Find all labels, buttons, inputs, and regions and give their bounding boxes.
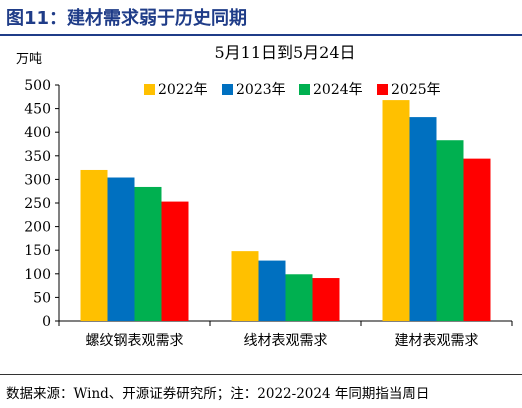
category-label: 线材表观需求	[244, 333, 328, 349]
bar-chart: 5月11日到5月24日 万吨 2022年 2023年 2024年 2025年 0 50 1…	[16, 43, 513, 349]
y-tick-label: 350	[24, 149, 51, 165]
bar	[436, 140, 464, 321]
y-axis-label: 万吨	[16, 52, 42, 67]
x-axis: 螺纹钢表观需求 线材表观需求 建材表观需求	[58, 320, 513, 349]
legend-label: 2023年	[236, 82, 286, 98]
legend-swatch	[222, 84, 233, 95]
bar	[161, 201, 189, 321]
footer-rule	[0, 374, 522, 375]
source-note: 数据来源：Wind、开源证券研究所；注：2022-2024 年同期指当周日	[6, 386, 430, 402]
y-tick-label: 0	[42, 314, 51, 330]
bar	[312, 278, 340, 321]
bars	[80, 100, 491, 321]
bar	[231, 251, 259, 321]
figure-title: 图11：建材需求弱于历史同期	[6, 8, 248, 29]
y-tick-label: 150	[24, 243, 51, 259]
y-tick-label: 50	[33, 290, 51, 306]
bar	[463, 158, 491, 321]
category-label: 螺纹钢表观需求	[86, 333, 184, 349]
y-tick-label: 500	[24, 78, 51, 94]
y-axis: 0 50 100 150 200 250 300 350 400 450 500	[24, 78, 60, 330]
y-tick-label: 400	[24, 125, 51, 141]
bar	[107, 177, 135, 321]
legend-swatch	[299, 84, 310, 95]
bar	[382, 100, 410, 321]
y-tick-label: 100	[24, 267, 51, 283]
legend-swatch	[144, 84, 155, 95]
bar	[258, 260, 286, 321]
legend-swatch	[377, 84, 388, 95]
bar	[80, 169, 108, 321]
legend-label: 2024年	[313, 82, 363, 98]
bar	[134, 186, 162, 321]
bar	[409, 117, 437, 321]
y-tick-label: 450	[24, 102, 51, 118]
y-tick-label: 200	[24, 220, 51, 236]
y-tick-label: 300	[24, 172, 51, 188]
legend: 2022年 2023年 2024年 2025年	[144, 82, 441, 98]
chart-title: 5月11日到5月24日	[214, 43, 355, 62]
legend-label: 2025年	[391, 82, 441, 98]
bar	[285, 274, 313, 321]
title-rule	[0, 34, 522, 36]
legend-label: 2022年	[158, 82, 208, 98]
y-tick-label: 250	[24, 196, 51, 212]
category-label: 建材表观需求	[395, 333, 479, 349]
